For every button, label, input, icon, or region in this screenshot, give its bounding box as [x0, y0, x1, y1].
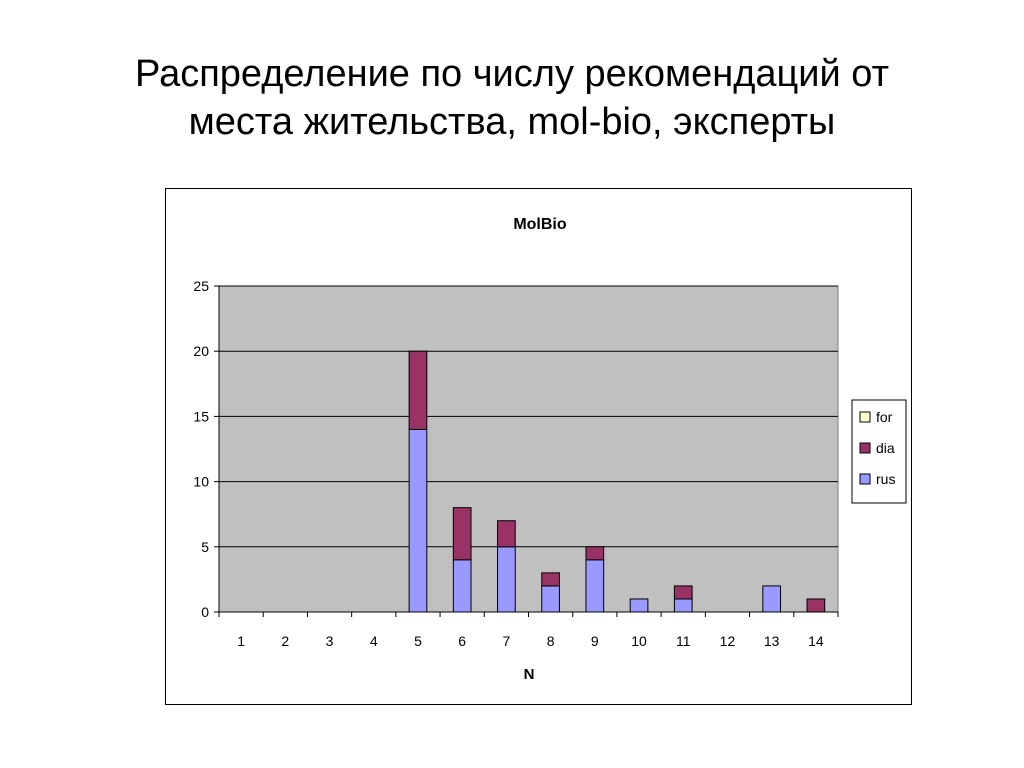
x-tick-label: 6: [458, 633, 466, 649]
bar-rus-5: [408, 428, 428, 613]
x-tick-label: 3: [326, 633, 334, 649]
y-tick-label: 20: [193, 343, 209, 359]
x-tick-label: 13: [764, 633, 780, 649]
legend-label-for: for: [876, 409, 893, 425]
x-tick-label: 5: [414, 633, 422, 649]
bar-dia-8: [541, 572, 560, 587]
legend-swatch-for: [859, 411, 871, 423]
x-tick-label: 4: [370, 633, 378, 649]
x-tick-label: 7: [502, 633, 510, 649]
bar-dia-11: [673, 585, 693, 600]
bar-dia-6: [452, 507, 472, 561]
legend-swatch-dia: [859, 442, 871, 454]
bar-rus-9: [585, 559, 605, 613]
chart-title: MolBio: [513, 216, 567, 233]
x-axis-label: N: [524, 666, 535, 683]
bar-dia-7: [497, 520, 516, 548]
x-tick-label: 8: [547, 633, 555, 649]
plot-area: [218, 285, 839, 613]
slide-title: Распределение по числу рекомендаций от м…: [40, 50, 984, 146]
slide-title-line-2: места жительства, mol-bio, эксперты: [188, 101, 836, 143]
y-tick-label: 15: [193, 408, 209, 424]
slide-title-line-1: Распределение по числу рекомендаций от: [135, 53, 889, 95]
legend-label-dia: dia: [876, 440, 895, 456]
bar-rus-13: [762, 585, 782, 613]
y-tick-label: 5: [201, 539, 209, 555]
x-tick-label: 11: [676, 633, 691, 649]
bar-rus-10: [629, 598, 649, 613]
y-tick-label: 25: [193, 278, 209, 294]
legend-swatch-rus: [859, 473, 871, 485]
bar-dia-9: [585, 546, 605, 561]
chart-frame: MolBio N 0 5 10 15 20 25 1 2 3 4 5 6 7 8 9 10 11 12 13 14 fo…: [165, 188, 912, 705]
y-tick-label: 0: [201, 604, 209, 620]
bar-rus-11: [673, 598, 693, 613]
bar-rus-7: [497, 546, 516, 613]
y-tick-label: 10: [193, 474, 209, 490]
bar-dia-14: [806, 598, 826, 613]
bar-dia-5: [408, 350, 428, 430]
legend-label-rus: rus: [876, 471, 895, 487]
x-tick-label: 10: [631, 633, 647, 649]
x-tick-label: 14: [808, 633, 824, 649]
x-tick-label: 9: [591, 633, 599, 649]
x-tick-label: 1: [237, 633, 245, 649]
x-tick-label: 2: [281, 633, 289, 649]
bar-rus-6: [452, 559, 472, 613]
x-tick-label: 12: [720, 633, 736, 649]
bar-rus-8: [541, 585, 560, 613]
